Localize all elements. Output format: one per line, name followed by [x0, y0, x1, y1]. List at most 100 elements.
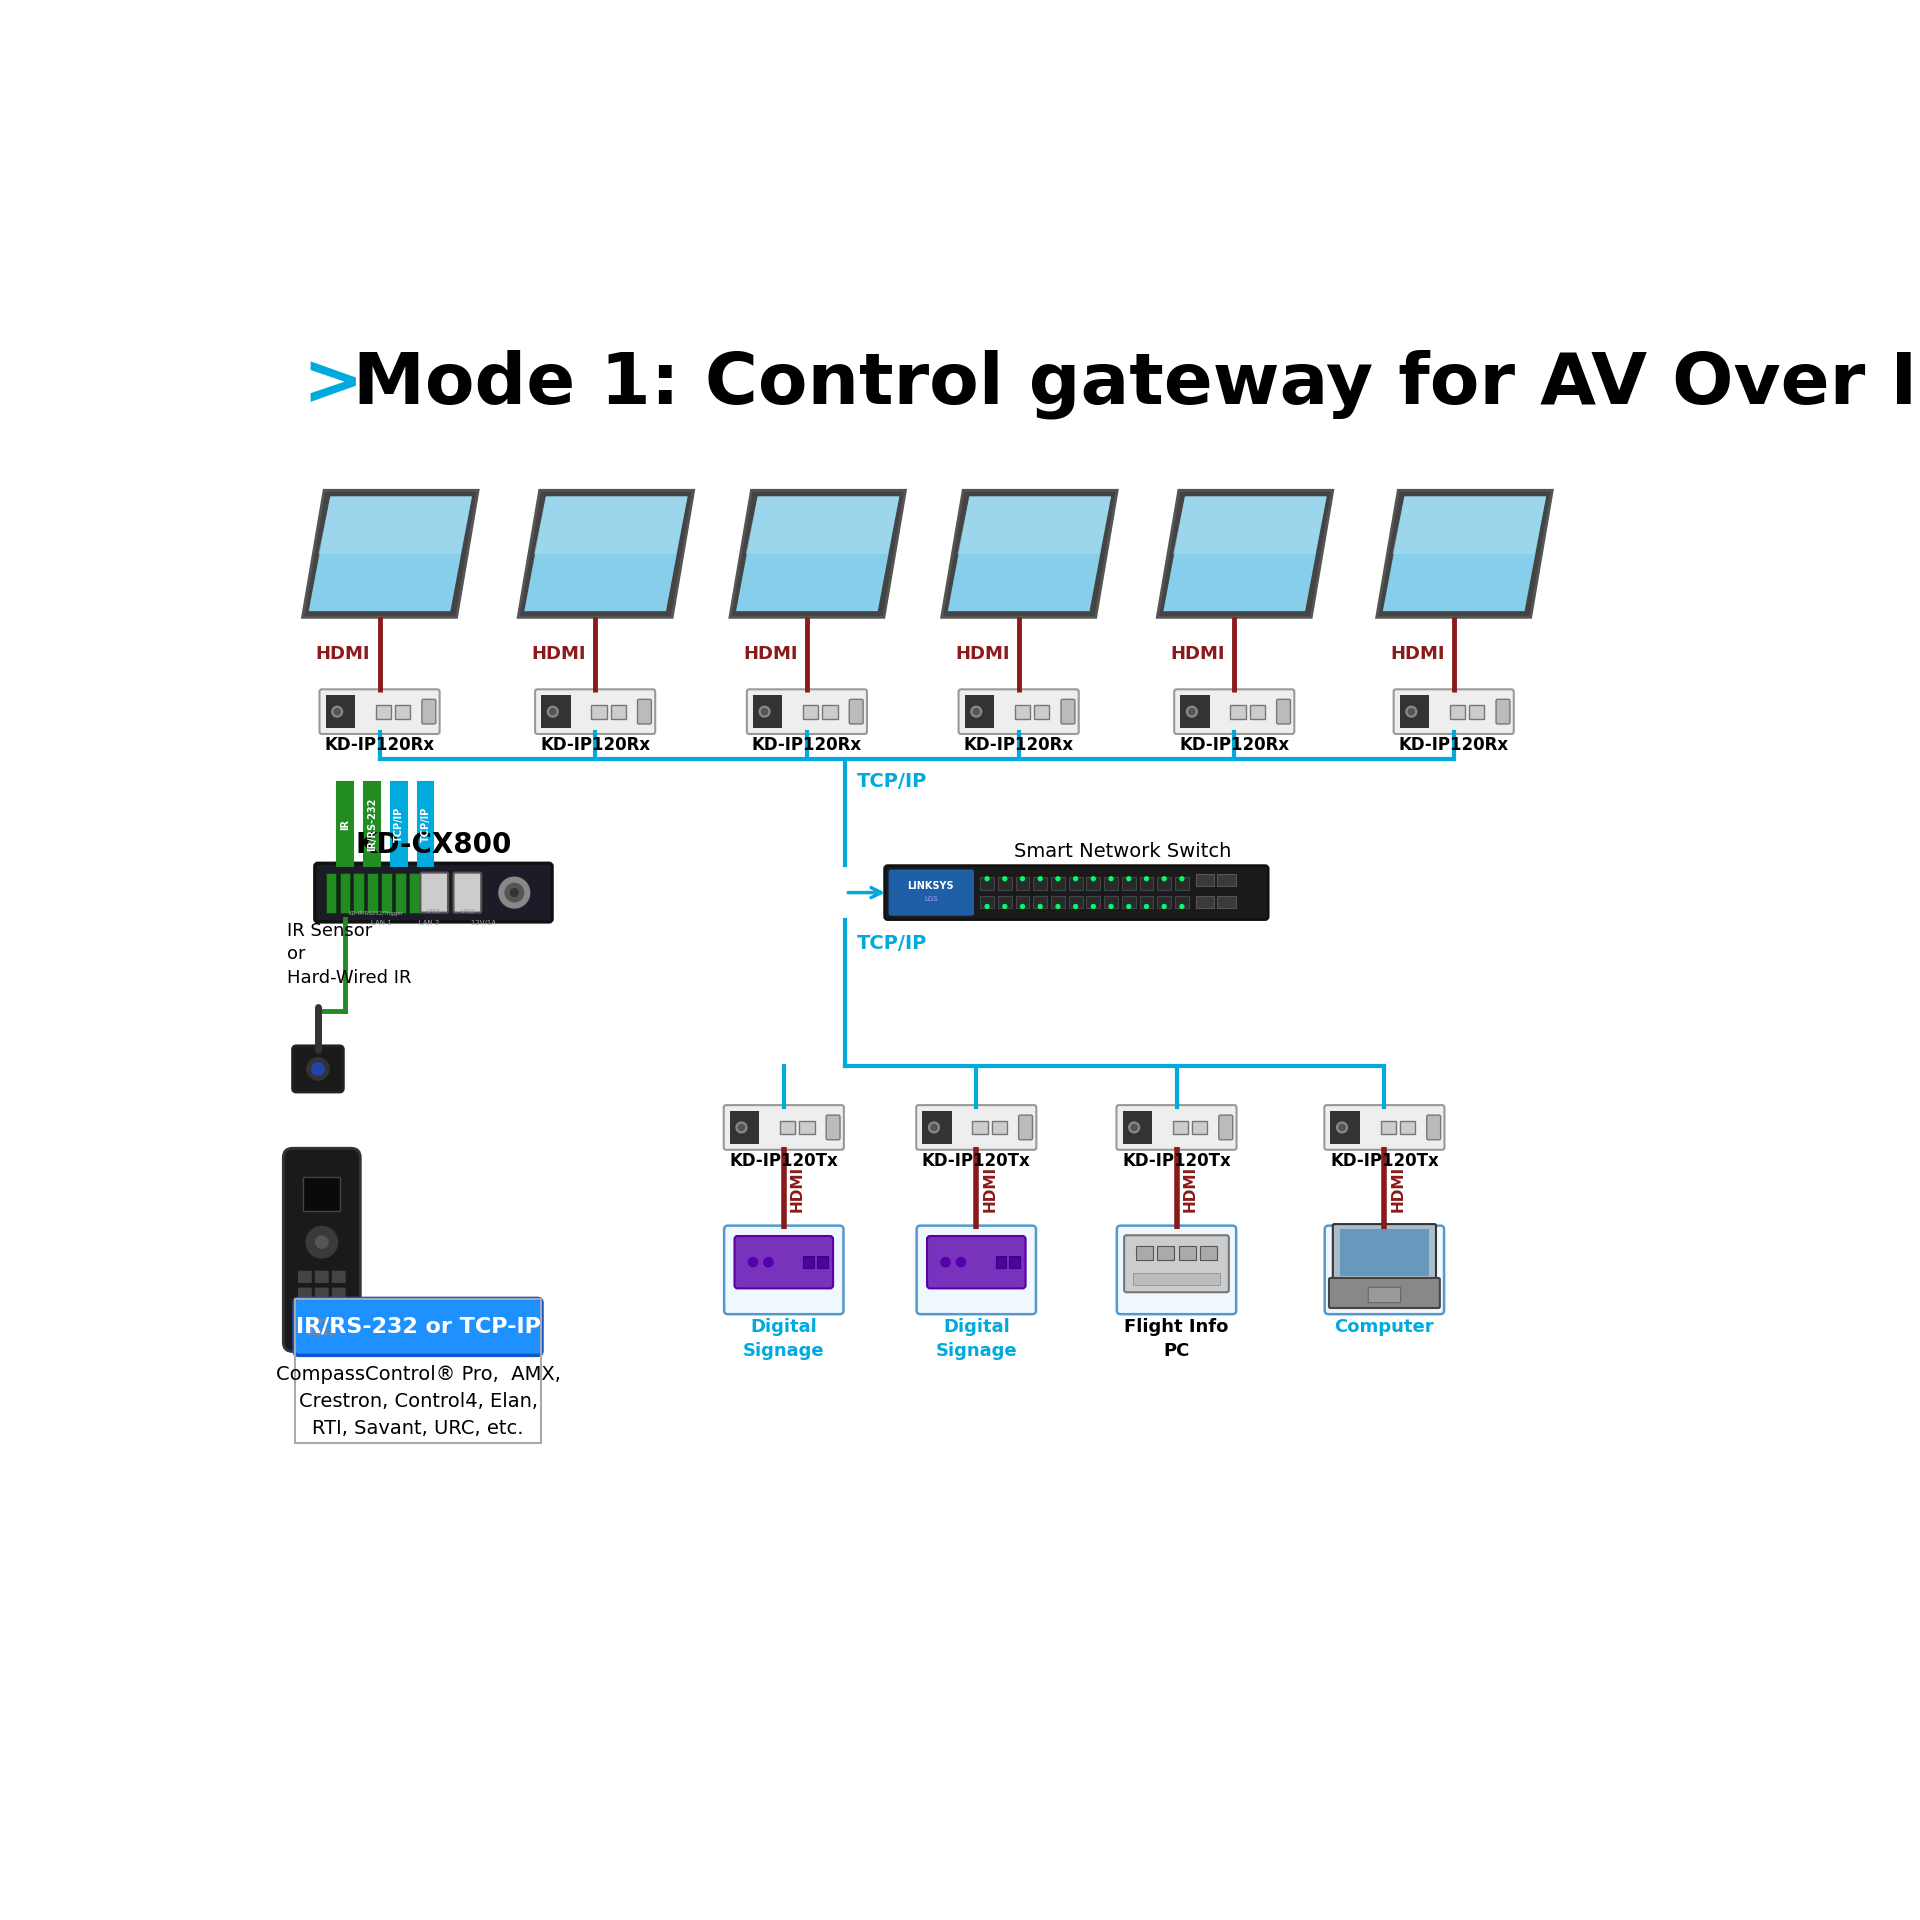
FancyBboxPatch shape — [724, 1106, 845, 1150]
Circle shape — [985, 904, 989, 908]
FancyBboxPatch shape — [396, 872, 405, 912]
Text: HDMI: HDMI — [954, 645, 1010, 664]
Polygon shape — [745, 497, 899, 555]
Circle shape — [1144, 877, 1148, 881]
FancyBboxPatch shape — [916, 1106, 1037, 1150]
FancyBboxPatch shape — [1010, 1256, 1020, 1269]
Text: HDMI: HDMI — [1171, 645, 1225, 664]
FancyBboxPatch shape — [340, 872, 349, 912]
Text: HDMI: HDMI — [1390, 645, 1444, 664]
Circle shape — [334, 708, 340, 714]
FancyBboxPatch shape — [1173, 1121, 1188, 1135]
FancyBboxPatch shape — [365, 781, 380, 866]
Circle shape — [332, 707, 342, 716]
Text: LAN 1            LAN 2              12V/1A: LAN 1 LAN 2 12V/1A — [371, 920, 495, 925]
Circle shape — [1188, 708, 1194, 714]
FancyBboxPatch shape — [367, 872, 378, 912]
FancyBboxPatch shape — [319, 689, 440, 733]
FancyBboxPatch shape — [1380, 1121, 1396, 1135]
FancyBboxPatch shape — [816, 1256, 828, 1269]
FancyBboxPatch shape — [284, 1148, 361, 1352]
Circle shape — [311, 1064, 324, 1075]
Text: Mode 1: Control gateway for AV Over IP system: Mode 1: Control gateway for AV Over IP s… — [353, 349, 1920, 419]
Circle shape — [1181, 904, 1185, 908]
FancyBboxPatch shape — [753, 695, 781, 728]
FancyBboxPatch shape — [1104, 877, 1117, 889]
FancyBboxPatch shape — [1231, 705, 1246, 718]
FancyBboxPatch shape — [1325, 1225, 1444, 1313]
FancyBboxPatch shape — [1175, 895, 1188, 908]
FancyBboxPatch shape — [332, 1271, 346, 1283]
FancyBboxPatch shape — [1121, 877, 1137, 889]
Circle shape — [1110, 877, 1114, 881]
Polygon shape — [735, 497, 899, 611]
FancyBboxPatch shape — [1140, 895, 1154, 908]
FancyBboxPatch shape — [611, 705, 626, 718]
Circle shape — [1181, 877, 1185, 881]
FancyBboxPatch shape — [326, 695, 355, 728]
FancyBboxPatch shape — [1158, 895, 1171, 908]
Polygon shape — [518, 490, 693, 618]
Circle shape — [1039, 904, 1043, 908]
Circle shape — [1039, 877, 1043, 881]
Text: KD-IP120Tx: KD-IP120Tx — [730, 1152, 839, 1169]
Text: Computer: Computer — [1334, 1317, 1434, 1336]
Text: KD-IP120Rx: KD-IP120Rx — [540, 735, 651, 755]
Circle shape — [1073, 904, 1077, 908]
FancyBboxPatch shape — [1332, 1225, 1436, 1281]
FancyBboxPatch shape — [1033, 895, 1046, 908]
FancyBboxPatch shape — [799, 1121, 814, 1135]
FancyBboxPatch shape — [1179, 1246, 1196, 1260]
Text: TCP/IP: TCP/IP — [420, 806, 430, 841]
Circle shape — [1056, 904, 1060, 908]
FancyBboxPatch shape — [1196, 874, 1213, 887]
Circle shape — [1110, 904, 1114, 908]
FancyBboxPatch shape — [1250, 705, 1265, 718]
FancyBboxPatch shape — [1035, 705, 1050, 718]
FancyBboxPatch shape — [1117, 1225, 1236, 1313]
FancyBboxPatch shape — [1331, 1112, 1359, 1144]
FancyBboxPatch shape — [1217, 874, 1236, 887]
Text: KD-IP120Tx: KD-IP120Tx — [1121, 1152, 1231, 1169]
Circle shape — [1056, 877, 1060, 881]
FancyBboxPatch shape — [972, 1121, 989, 1135]
FancyBboxPatch shape — [998, 895, 1012, 908]
Polygon shape — [534, 497, 687, 555]
Circle shape — [1405, 707, 1417, 716]
FancyBboxPatch shape — [747, 689, 868, 733]
FancyBboxPatch shape — [332, 1288, 346, 1300]
FancyBboxPatch shape — [916, 1225, 1037, 1313]
Polygon shape — [524, 497, 687, 611]
FancyBboxPatch shape — [730, 1112, 758, 1144]
Text: Flight Info
PC: Flight Info PC — [1125, 1317, 1229, 1359]
FancyBboxPatch shape — [1158, 877, 1171, 889]
FancyBboxPatch shape — [591, 705, 607, 718]
FancyBboxPatch shape — [292, 1046, 344, 1092]
FancyBboxPatch shape — [315, 1288, 328, 1300]
Text: KD-IP120Rx: KD-IP120Rx — [753, 735, 862, 755]
Text: HDMI: HDMI — [743, 645, 797, 664]
Text: KD-IP120Rx: KD-IP120Rx — [324, 735, 434, 755]
Circle shape — [1336, 1121, 1348, 1133]
FancyBboxPatch shape — [1394, 689, 1513, 733]
FancyBboxPatch shape — [803, 705, 818, 718]
Circle shape — [1091, 877, 1094, 881]
FancyBboxPatch shape — [392, 781, 407, 866]
Circle shape — [499, 877, 530, 908]
FancyBboxPatch shape — [1020, 1116, 1033, 1140]
FancyBboxPatch shape — [1116, 1106, 1236, 1150]
FancyBboxPatch shape — [780, 1121, 795, 1135]
Circle shape — [315, 1236, 328, 1248]
Text: HDMI: HDMI — [315, 645, 371, 664]
Polygon shape — [1377, 490, 1551, 618]
FancyBboxPatch shape — [849, 699, 864, 724]
Text: Smart Network Switch: Smart Network Switch — [1014, 843, 1231, 860]
FancyBboxPatch shape — [1087, 877, 1100, 889]
Polygon shape — [730, 490, 906, 618]
Text: HDMI: HDMI — [1390, 1165, 1405, 1212]
Polygon shape — [1158, 490, 1332, 618]
Circle shape — [307, 1058, 328, 1079]
Circle shape — [505, 883, 524, 902]
Circle shape — [307, 1227, 338, 1258]
FancyBboxPatch shape — [1329, 1279, 1440, 1308]
